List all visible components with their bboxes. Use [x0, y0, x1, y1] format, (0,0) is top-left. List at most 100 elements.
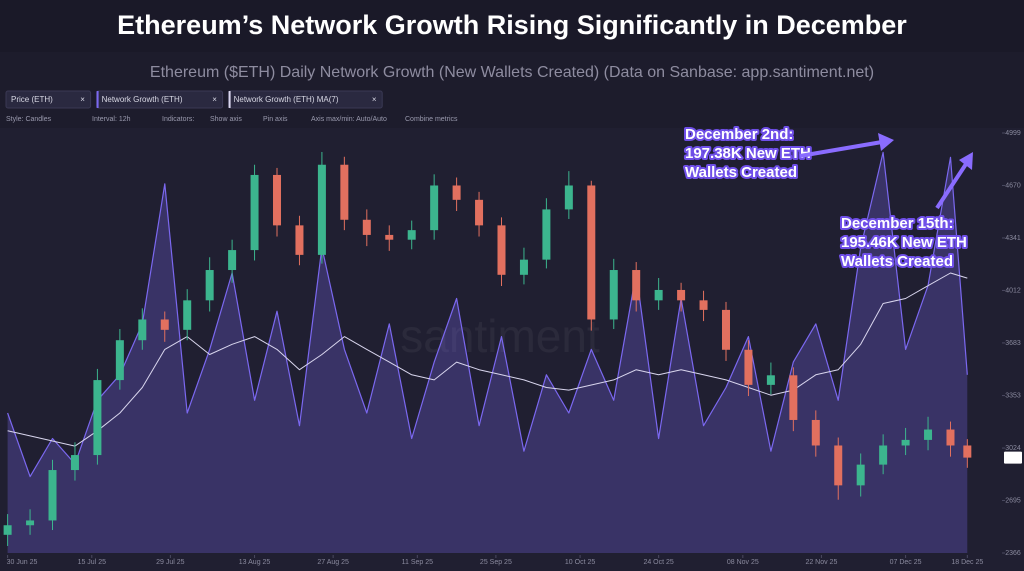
x-tick-label: 10 Oct 25 — [565, 559, 595, 566]
candle-body — [205, 270, 214, 301]
candle-body — [26, 520, 35, 526]
y-tick-label: 2366 — [1005, 550, 1021, 557]
candle-body — [811, 419, 820, 446]
candle-body — [879, 445, 888, 465]
candle-body — [183, 300, 192, 330]
candle-body — [834, 445, 843, 486]
series-line — [7, 151, 968, 478]
arrowhead — [878, 133, 894, 151]
tab-close[interactable]: × — [372, 95, 377, 104]
toolbar-control[interactable]: Pin axis — [263, 116, 288, 123]
candle-body — [721, 309, 730, 350]
toolbar-control[interactable]: Axis max/min: Auto/Auto — [311, 116, 387, 123]
candle-body — [115, 340, 124, 381]
toolbar-control[interactable]: Show axis — [210, 116, 242, 123]
plot-background — [0, 128, 1024, 571]
toolbar-control[interactable]: Interval: 12h — [92, 116, 131, 123]
series-tab-label: Network Growth (ETH) — [102, 95, 183, 104]
title: Ethereum’s Network Growth Rising Signifi… — [117, 10, 907, 40]
x-tick-label: 30 Jun 25 — [7, 559, 38, 566]
y-tick-label: 3683 — [1005, 340, 1021, 347]
candle-body — [766, 375, 775, 385]
y-tick-label: 4341 — [1005, 235, 1021, 242]
x-tick-label: 08 Nov 25 — [727, 559, 759, 566]
candle-body — [340, 164, 349, 220]
y-tick-label: 4999 — [1005, 130, 1021, 137]
x-tick-label: 11 Sep 25 — [402, 559, 434, 566]
candle-body — [677, 289, 686, 301]
series-tab-accent — [96, 91, 99, 108]
series-tab[interactable] — [5, 90, 92, 109]
x-tick-label: 07 Dec 25 — [890, 559, 922, 566]
toolbar-control[interactable]: Combine metrics — [405, 116, 458, 123]
tab-close[interactable]: × — [212, 95, 217, 104]
candle-body — [497, 225, 506, 275]
toolbar-control[interactable]: Style: Candles — [6, 116, 52, 123]
x-tick-label: 25 Sep 25 — [480, 559, 512, 566]
title-bar — [0, 0, 1024, 52]
candle-body — [924, 429, 933, 440]
candle-body — [138, 319, 147, 341]
candle-body — [632, 270, 641, 301]
candle-body — [317, 164, 326, 255]
watermark: santiment — [400, 310, 600, 362]
candle-body — [407, 230, 416, 240]
x-tick-label: 24 Oct 25 — [643, 559, 673, 566]
last-price-box — [1004, 451, 1022, 464]
candle-body — [452, 185, 461, 200]
candle-body — [519, 259, 528, 275]
candle-body — [542, 209, 551, 260]
y-tick-label: 3024 — [1005, 445, 1021, 452]
candle-body — [48, 470, 57, 521]
candle-body — [587, 185, 596, 320]
x-tick-label: 27 Aug 25 — [317, 559, 349, 566]
candle-body — [856, 464, 865, 486]
arrowhead — [959, 152, 973, 170]
arrow — [799, 140, 883, 158]
series-tab-accent — [228, 91, 231, 108]
annotation: Wallets Created — [685, 164, 797, 181]
candle-body — [699, 300, 708, 310]
candle-body — [744, 349, 753, 385]
candle-body — [385, 234, 394, 240]
subtitle: Ethereum ($ETH) Daily Network Growth (Ne… — [150, 64, 874, 81]
candle-body — [609, 270, 618, 320]
candle-body — [430, 185, 439, 231]
candle-body — [273, 174, 282, 226]
candle-body — [963, 445, 972, 458]
annotation: 197.38K New ETH — [685, 145, 811, 162]
x-tick-label: 15 Jul 25 — [78, 559, 107, 566]
y-tick-label: 4670 — [1005, 182, 1021, 189]
annotation: December 15th: — [841, 215, 954, 232]
series-tab-label: Network Growth (ETH) MA(7) — [234, 95, 339, 104]
candle-body — [564, 185, 573, 210]
candle-body — [475, 199, 484, 226]
candle-body — [295, 225, 304, 255]
candle-body — [946, 429, 955, 446]
y-tick-label: 3353 — [1005, 392, 1021, 399]
x-tick-label: 22 Nov 25 — [805, 559, 837, 566]
toolbar-control[interactable]: Indicators: — [162, 116, 194, 123]
candle-body — [3, 525, 12, 535]
candle-body — [250, 174, 259, 251]
annotation: December 2nd: — [685, 126, 793, 143]
y-tick-label: 2695 — [1005, 497, 1021, 504]
growth-area — [7, 152, 968, 553]
candle-body — [901, 439, 910, 446]
x-tick-label: 13 Aug 25 — [239, 559, 271, 566]
candle-body — [93, 380, 102, 456]
series-tab-label: Price (ETH) — [11, 95, 53, 104]
candle-body — [70, 455, 79, 471]
arrow — [935, 162, 968, 210]
candle-body — [654, 289, 663, 301]
annotation: 195.46K New ETH — [841, 234, 967, 251]
x-tick-label: 29 Jul 25 — [156, 559, 185, 566]
candle-body — [362, 219, 371, 235]
x-tick-label: 18 Dec 25 — [951, 559, 983, 566]
candle-body — [160, 319, 169, 330]
series-line — [7, 272, 968, 447]
annotation-arrows — [799, 133, 973, 210]
candle-body — [789, 375, 798, 420]
tab-close[interactable]: × — [80, 95, 85, 104]
